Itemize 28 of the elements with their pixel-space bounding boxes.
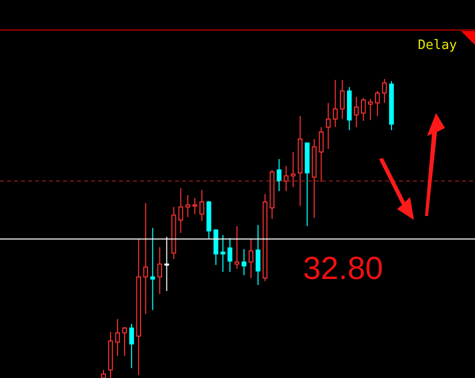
candlestick (171, 206, 176, 260)
candlestick (157, 246, 162, 294)
candlestick (234, 226, 240, 270)
candlestick (276, 158, 282, 192)
candlestick (228, 238, 232, 272)
candlestick (326, 102, 331, 150)
candlestick (318, 126, 324, 182)
candlestick (178, 188, 184, 234)
candlestick (298, 116, 303, 207)
candlestick (248, 238, 254, 279)
candlestick (382, 79, 387, 104)
candlestick (185, 194, 190, 218)
candlestick (354, 96, 359, 128)
text: Delay (418, 38, 458, 53)
candlestick (284, 166, 288, 192)
candlestick (150, 227, 156, 311)
candlestick (115, 318, 120, 356)
candlestick (340, 79, 345, 120)
candlestick (332, 79, 338, 128)
candlestick (256, 224, 260, 286)
candlestick (290, 151, 296, 188)
annotation: 32.80 (303, 250, 384, 286)
candlestick (192, 198, 198, 215)
candlestick (143, 202, 148, 315)
candlestick (220, 234, 226, 272)
candlestick (199, 189, 204, 222)
candlestick (242, 248, 246, 276)
candlestick (312, 138, 317, 219)
